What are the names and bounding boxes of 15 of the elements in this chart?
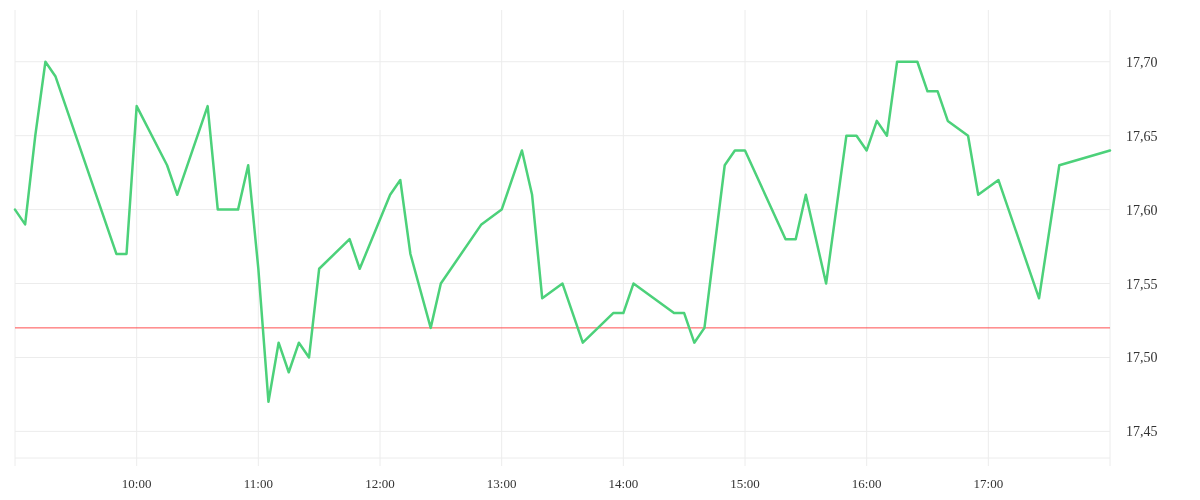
y-tick-label: 17,65 [1126,128,1158,144]
x-tick-label: 11:00 [243,476,273,491]
y-tick-label: 17,60 [1126,202,1158,218]
x-tick-label: 16:00 [851,476,882,491]
x-tick-label: 14:00 [608,476,639,491]
x-tick-label: 12:00 [365,476,395,491]
x-tick-label: 17:00 [973,476,1004,491]
y-tick-label: 17,45 [1126,424,1158,440]
line-series [13,60,1112,404]
y-tick-label: 17,50 [1126,350,1158,366]
y-tick-label: 17,70 [1126,54,1158,70]
x-tick-label: 15:00 [730,476,760,491]
x-tick-label: 10:00 [121,476,152,491]
x-tick-label: 13:00 [486,476,517,491]
y-tick-label: 17,55 [1126,276,1158,292]
